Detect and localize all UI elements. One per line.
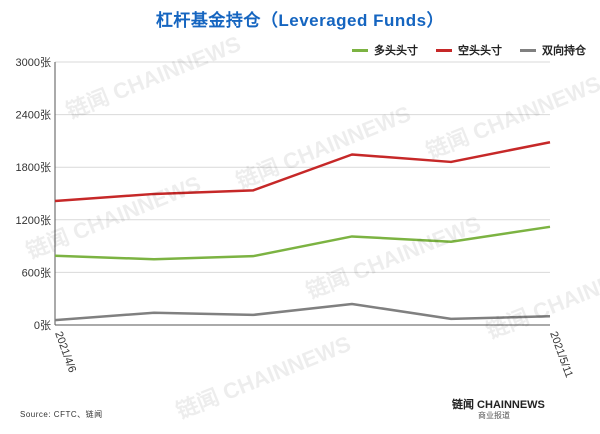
legend-label-long: 多头头寸: [374, 45, 418, 57]
legend-swatch-spread: [520, 48, 536, 52]
series-line-0: [54, 225, 551, 261]
legend-label-short: 空头头寸: [458, 45, 502, 57]
legend-label-spread: 双向持仓: [542, 45, 586, 57]
y-tick-label: 3000张: [16, 56, 51, 69]
source-note: Source: CFTC、链闻: [20, 410, 103, 419]
y-tick-label: 600张: [22, 266, 51, 279]
legend-item-spread: 双向持仓: [520, 42, 586, 58]
y-tick-label: 2400张: [16, 109, 51, 122]
series-line-2: [54, 302, 551, 322]
y-tick-label: 0张: [34, 319, 51, 332]
y-tick-label: 1200张: [16, 214, 51, 227]
x-tick-label: 2021/4/6: [52, 330, 78, 374]
brand-subtitle: 商业报道: [478, 411, 510, 420]
legend-item-long: 多头头寸: [352, 42, 418, 58]
legend-item-short: 空头头寸: [436, 42, 502, 58]
legend-swatch-short: [436, 48, 452, 52]
legend: 多头头寸 空头头寸 双向持仓: [352, 42, 586, 58]
legend-swatch-long: [352, 48, 368, 52]
chart-title: 杠杆基金持仓（Leveraged Funds）: [155, 11, 445, 30]
y-tick-label: 1800张: [16, 161, 51, 174]
brand-logo: 链闻 CHAINNEWS: [452, 399, 545, 411]
x-tick-label: 2021/5/11: [547, 330, 575, 379]
series-line-1: [54, 140, 551, 203]
